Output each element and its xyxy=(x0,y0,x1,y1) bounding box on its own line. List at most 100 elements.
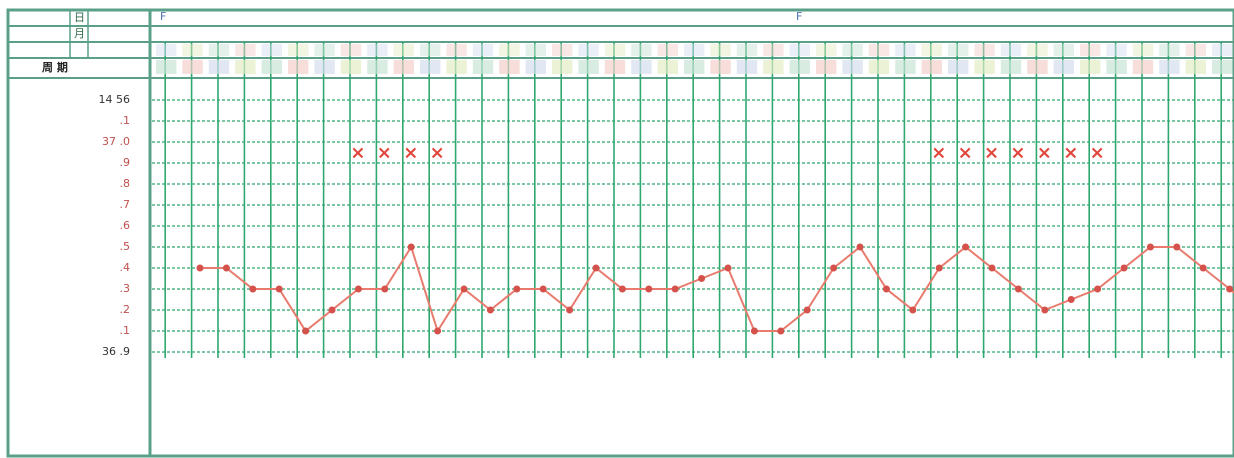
header-date-cell xyxy=(763,44,784,56)
data-point xyxy=(460,285,468,293)
header-day-cell xyxy=(1159,60,1180,74)
header-date-cell xyxy=(710,44,731,56)
header-date-cell xyxy=(631,44,652,56)
header-date-cell xyxy=(261,44,282,56)
y-tick-label: 37 .0 xyxy=(102,135,130,148)
header-day-cell xyxy=(1106,60,1127,74)
header-day-cell xyxy=(1212,60,1233,74)
y-tick-label: .3 xyxy=(119,282,131,295)
cross-marker: × xyxy=(1063,143,1078,164)
header-date-cell xyxy=(420,44,441,56)
header-date-cell xyxy=(974,44,995,56)
header-date-cell xyxy=(1212,44,1233,56)
header-day-cell xyxy=(657,60,678,74)
header-day-cell xyxy=(789,60,810,74)
data-point xyxy=(1226,285,1234,293)
data-point xyxy=(988,264,996,272)
header-day-cell xyxy=(736,60,758,74)
data-point xyxy=(354,285,362,293)
header-date-cell xyxy=(948,44,969,56)
y-tick-label: .5 xyxy=(119,240,131,253)
header-date-cell xyxy=(1027,44,1048,56)
y-tick-label: .1 xyxy=(119,114,131,127)
header-cycle-label: 周 期 xyxy=(42,61,68,74)
data-point xyxy=(513,285,521,293)
header-day-cell xyxy=(261,60,282,74)
header-day-cell xyxy=(710,60,731,74)
header-marker-b: F xyxy=(796,10,803,23)
y-tick-label: .9 xyxy=(119,156,131,169)
header-date-cell xyxy=(208,44,230,56)
data-point xyxy=(539,285,547,293)
header-date-cell xyxy=(1159,44,1180,56)
header-date-cell xyxy=(314,44,335,56)
data-point xyxy=(381,285,389,293)
header-day-cell xyxy=(182,60,203,74)
y-tick-label: .2 xyxy=(119,303,131,316)
data-point xyxy=(486,306,494,314)
header-date-cell xyxy=(842,44,863,56)
data-point xyxy=(1041,306,1049,314)
data-point xyxy=(275,285,283,293)
header-day-cell xyxy=(1053,60,1074,74)
data-point xyxy=(1094,285,1102,293)
header-day-cell xyxy=(156,60,177,74)
header-day-cell xyxy=(578,60,599,74)
data-point xyxy=(724,264,732,272)
header-date-cell xyxy=(736,44,758,56)
cross-marker: × xyxy=(958,143,973,164)
header-date-cell xyxy=(552,44,573,56)
data-point xyxy=(1014,285,1022,293)
header-date-cell xyxy=(789,44,810,56)
header-day-cell xyxy=(1027,60,1048,74)
header-day-cell xyxy=(208,60,230,74)
header-day-cell xyxy=(1080,60,1101,74)
header-date-cell xyxy=(472,44,494,56)
header-day-cell xyxy=(314,60,335,74)
header-date-cell xyxy=(657,44,678,56)
cross-markers: ×××××××××××××× xyxy=(350,143,1104,164)
data-point xyxy=(618,285,626,293)
header-date-cell xyxy=(340,44,362,56)
header-date-cell xyxy=(895,44,916,56)
header-day-cell xyxy=(420,60,441,74)
header-day-cell xyxy=(288,60,309,74)
cross-marker: × xyxy=(931,143,946,164)
cross-marker: × xyxy=(377,143,392,164)
temperature-series xyxy=(196,243,1234,335)
header-day-cell xyxy=(367,60,388,74)
data-point xyxy=(222,264,230,272)
header-date-cell xyxy=(684,44,705,56)
header-date-cell xyxy=(1185,44,1206,56)
header-day-cell xyxy=(393,60,414,74)
header-date-cell xyxy=(1053,44,1074,56)
data-point xyxy=(434,327,442,335)
header-day-cell xyxy=(472,60,494,74)
header-day-cell xyxy=(235,60,256,74)
y-tick-label: 14 56 xyxy=(98,93,131,106)
header-date-cell xyxy=(1132,44,1154,56)
data-point xyxy=(909,306,917,314)
header-day-cell xyxy=(763,60,784,74)
header-day-cells xyxy=(156,44,1233,74)
data-point xyxy=(1067,296,1075,303)
cross-marker: × xyxy=(430,143,445,164)
data-point xyxy=(1120,264,1128,272)
header-date-cell xyxy=(816,44,837,56)
header-date-cell xyxy=(499,44,520,56)
data-point xyxy=(1146,243,1154,251)
data-point xyxy=(856,243,864,251)
header-date-cell xyxy=(1000,44,1022,56)
data-point xyxy=(750,327,758,335)
data-point xyxy=(935,264,943,272)
header-day-cell xyxy=(684,60,705,74)
header-day-label: 日 xyxy=(74,11,85,24)
data-point xyxy=(803,306,811,314)
data-point xyxy=(698,275,706,282)
y-tick-label: .6 xyxy=(119,219,131,232)
header-day-cell xyxy=(921,60,942,74)
data-point xyxy=(592,264,600,272)
data-point xyxy=(671,285,679,293)
header-date-cell xyxy=(578,44,599,56)
